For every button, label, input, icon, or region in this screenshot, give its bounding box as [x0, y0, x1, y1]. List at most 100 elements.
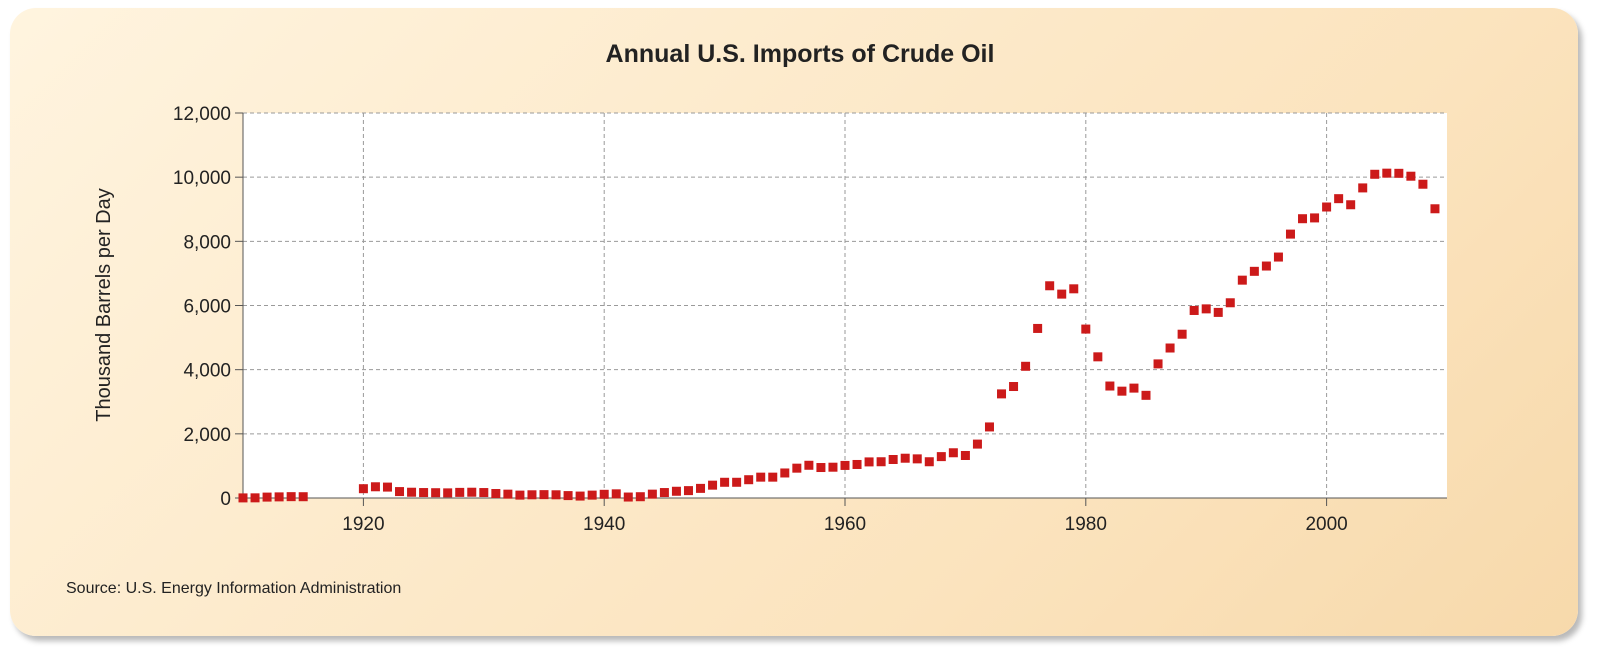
source-note: Source: U.S. Energy Information Administ…	[66, 580, 402, 597]
data-point	[936, 452, 946, 462]
y-axis-title: Thousand Barrels per Day	[93, 188, 115, 421]
data-point	[744, 475, 754, 485]
data-point	[960, 450, 970, 460]
data-point	[997, 389, 1007, 399]
data-point	[1370, 169, 1380, 179]
data-point	[1009, 382, 1019, 392]
data-point	[1141, 390, 1151, 400]
data-point	[1418, 179, 1428, 189]
data-point	[1346, 200, 1356, 210]
data-point	[479, 488, 489, 498]
data-point	[262, 492, 272, 502]
data-point	[455, 487, 465, 497]
y-tick-label: 10,000	[173, 168, 231, 189]
data-point	[623, 492, 633, 502]
data-point	[1298, 214, 1308, 224]
data-point	[1430, 204, 1440, 214]
data-point	[298, 492, 308, 502]
chart-title: Annual U.S. Imports of Crude Oil	[605, 40, 995, 68]
data-point	[984, 422, 994, 432]
data-point	[491, 489, 501, 499]
data-point	[575, 491, 585, 501]
data-point	[611, 489, 621, 499]
data-point	[840, 460, 850, 470]
data-point	[1021, 361, 1031, 371]
data-point	[250, 493, 260, 503]
data-point	[1153, 359, 1163, 369]
data-point	[864, 457, 874, 467]
data-point	[683, 486, 693, 496]
data-point	[1273, 252, 1283, 262]
data-point	[900, 453, 910, 463]
data-point	[708, 480, 718, 490]
data-point	[1382, 168, 1392, 178]
data-point	[1213, 307, 1223, 317]
data-point	[1310, 213, 1320, 223]
data-point	[876, 457, 886, 467]
data-point	[924, 457, 934, 467]
data-point	[780, 468, 790, 478]
data-point	[1105, 381, 1115, 391]
data-point	[756, 472, 766, 482]
data-point	[286, 492, 296, 502]
data-point	[1394, 168, 1404, 178]
data-point	[1069, 284, 1079, 294]
x-tick-label: 1940	[583, 514, 625, 535]
data-point	[1165, 343, 1175, 353]
data-point	[587, 490, 597, 500]
data-point	[370, 482, 380, 492]
data-point	[1406, 171, 1416, 181]
data-point	[407, 487, 417, 497]
data-point	[1057, 289, 1067, 299]
data-point	[395, 487, 405, 497]
data-point	[659, 488, 669, 498]
data-point	[720, 477, 730, 487]
data-point	[804, 460, 814, 470]
data-point	[828, 462, 838, 472]
axes	[235, 112, 1447, 506]
data-point	[972, 439, 982, 449]
data-point	[732, 477, 742, 487]
y-tick-label: 2,000	[183, 425, 231, 446]
data-point	[1189, 305, 1199, 315]
data-point	[539, 490, 549, 500]
data-point	[792, 463, 802, 473]
data-point	[635, 492, 645, 502]
data-point	[358, 484, 368, 494]
y-tick-label: 8,000	[183, 232, 231, 253]
data-point	[515, 490, 525, 500]
data-point	[551, 490, 561, 500]
data-point	[382, 482, 392, 492]
data-point	[647, 489, 657, 499]
y-tick-label: 6,000	[183, 297, 231, 318]
data-point	[852, 459, 862, 469]
data-point	[1093, 352, 1103, 362]
data-point	[238, 493, 248, 503]
data-point	[1117, 386, 1127, 396]
data-point	[912, 454, 922, 464]
data-point	[1261, 261, 1271, 271]
data-point	[768, 472, 778, 482]
data-point	[1237, 275, 1247, 285]
data-point	[1081, 324, 1091, 334]
y-tick-label: 0	[220, 489, 231, 510]
data-point	[1045, 281, 1055, 291]
data-point	[563, 491, 573, 501]
data-point	[1033, 323, 1043, 333]
data-points	[238, 168, 1440, 503]
data-point	[1129, 383, 1139, 393]
data-point	[888, 455, 898, 464]
tick-labels: 0 2,000 4,000 6,000 8,000 10,000 12,000 1920 194…	[173, 104, 1348, 535]
y-tick-label: 12,000	[173, 104, 231, 125]
data-point	[671, 486, 681, 496]
data-point	[431, 488, 441, 498]
data-point	[1249, 266, 1259, 276]
data-point	[1177, 329, 1187, 339]
x-tick-label: 2000	[1305, 514, 1347, 535]
data-point	[816, 463, 826, 473]
data-point	[696, 483, 706, 493]
x-tick-label: 1920	[342, 514, 384, 535]
data-point	[1358, 183, 1368, 193]
data-point	[527, 490, 537, 500]
